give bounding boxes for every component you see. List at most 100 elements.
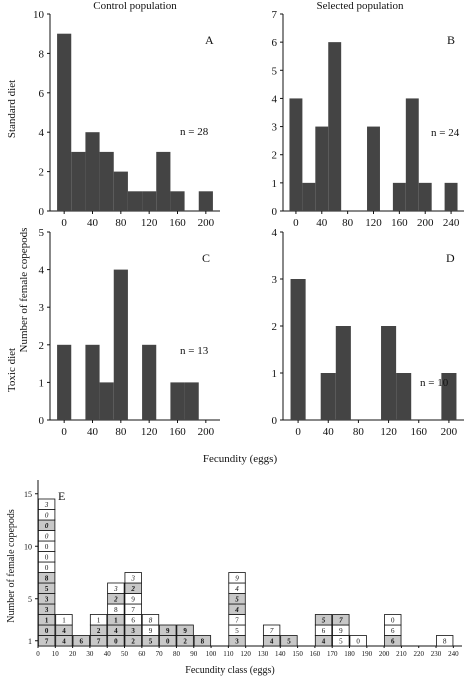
y-tick-label: 15 [24,490,32,499]
x-tick-label: 90 [190,650,198,658]
bar [381,326,397,420]
bar [290,279,306,420]
bar [85,132,100,211]
data-cell [176,624,194,636]
y-tick-label: 0 [39,415,45,427]
x-tick-label: 230 [431,650,442,658]
x-tick-label: 20 [69,650,77,658]
title-selected: Selected population [316,0,404,12]
data-cell-label: 0 [114,638,118,646]
x-tick-label: 130 [258,650,269,658]
y-tick-label: 6 [39,88,45,100]
data-cell-label: 5 [339,638,343,646]
x-tick-label: 140 [275,650,286,658]
data-cell-label: 6 [131,617,135,625]
data-cell-label: 8 [201,638,205,646]
x-tick-label: 200 [198,426,215,438]
x-tick-label: 210 [396,650,407,658]
panel-letter: A [205,33,214,47]
data-cell-label: 2 [131,638,135,646]
x-tick-label: 120 [141,426,158,438]
data-cell-label: 5 [322,617,326,625]
data-cell [89,614,108,626]
x-tick-label: 190 [362,650,373,658]
y-tick-label: 1 [28,637,32,646]
bar [57,344,72,420]
data-cell-label: 5 [235,596,239,604]
panel-letter: C [202,251,210,265]
data-cell [280,635,298,647]
data-cell-label: 3 [131,627,135,635]
x-tick-label: 0 [36,650,40,658]
y-tick-label: 4 [272,93,278,105]
data-column: 4 4 1 [55,614,73,647]
x-tick-label: 200 [198,217,215,229]
panel-a: 0 40 80 120 160 200 0 2 4 6 8 10 An = 28 [33,9,220,229]
panel-b: 0 40 80 120 160 200 240 0 1 2 3 4 5 6 7 Bn = 24 [272,9,464,229]
x-tick-label: 120 [141,217,158,229]
x-tick-label: 240 [443,217,460,229]
data-cell-label: 7 [270,627,274,635]
data-cell [141,614,160,626]
x-tick-label: 50 [121,650,129,658]
y-tick-label: 4 [39,127,45,139]
data-cell-label: 1 [97,617,101,625]
bar [441,373,457,420]
data-cell-label: 7 [45,638,49,646]
data-cell-label: 3 [113,585,118,593]
data-column: 3 5 7 4 5 4 9 [228,572,246,647]
data-cell [332,614,350,626]
data-cell [384,614,402,626]
data-cell-label: 0 [45,627,49,635]
data-column: 2 3 6 7 9 2 3 [124,572,142,647]
data-cell-label: 6 [322,627,326,635]
data-cell-label: 6 [391,627,395,635]
bar [320,373,336,420]
y-tick-label: 0 [39,206,45,218]
bar [113,269,128,420]
bar [170,191,185,211]
bar [127,191,143,211]
data-cell-label: 0 [45,564,49,572]
x-tick-label: 70 [156,650,164,658]
x-tick-label: 200 [441,426,458,438]
bar [198,191,213,211]
data-cell-label: 7 [235,617,239,625]
bar [184,382,199,420]
data-cell-label: 2 [97,627,101,635]
data-cell-label: 0 [45,512,49,520]
data-cell-label: 8 [45,575,49,583]
data-column: 4 6 5 [314,614,333,647]
y-tick-label: 2 [39,167,45,179]
x-tick-label: 120 [380,426,397,438]
bar [418,182,432,211]
data-cell-label: 9 [235,575,239,583]
y-tick-label: 0 [272,206,278,218]
sample-size-label: n = 28 [180,126,209,138]
bar [156,151,171,211]
x-tick-label: 80 [353,426,365,438]
data-cell-label: 2 [130,585,135,593]
data-column: 7 2 1 [89,614,108,647]
x-tick-label: 40 [323,426,335,438]
x-tick-label: 220 [413,650,424,658]
x-tick-label: 0 [293,217,299,229]
data-column: 0 4 1 8 2 3 [107,582,125,647]
x-tick-label: 180 [344,650,355,658]
data-cell-label: 3 [45,606,49,614]
y-tick-label: 5 [28,595,32,604]
data-cell-label: 5 [45,585,49,593]
data-cell [228,572,246,584]
data-cell [159,624,177,636]
data-cell [436,635,454,647]
bar [289,98,303,211]
data-cell [349,635,367,647]
data-cell-label: 8 [443,638,447,646]
shared-x-axis-label: Fecundity (eggs) [203,453,278,465]
data-cell-label: 3 [235,638,239,646]
data-column: 5 9 7 [332,614,350,647]
bar [142,344,157,420]
bar [392,182,406,211]
data-cell-label: 1 [45,617,49,625]
